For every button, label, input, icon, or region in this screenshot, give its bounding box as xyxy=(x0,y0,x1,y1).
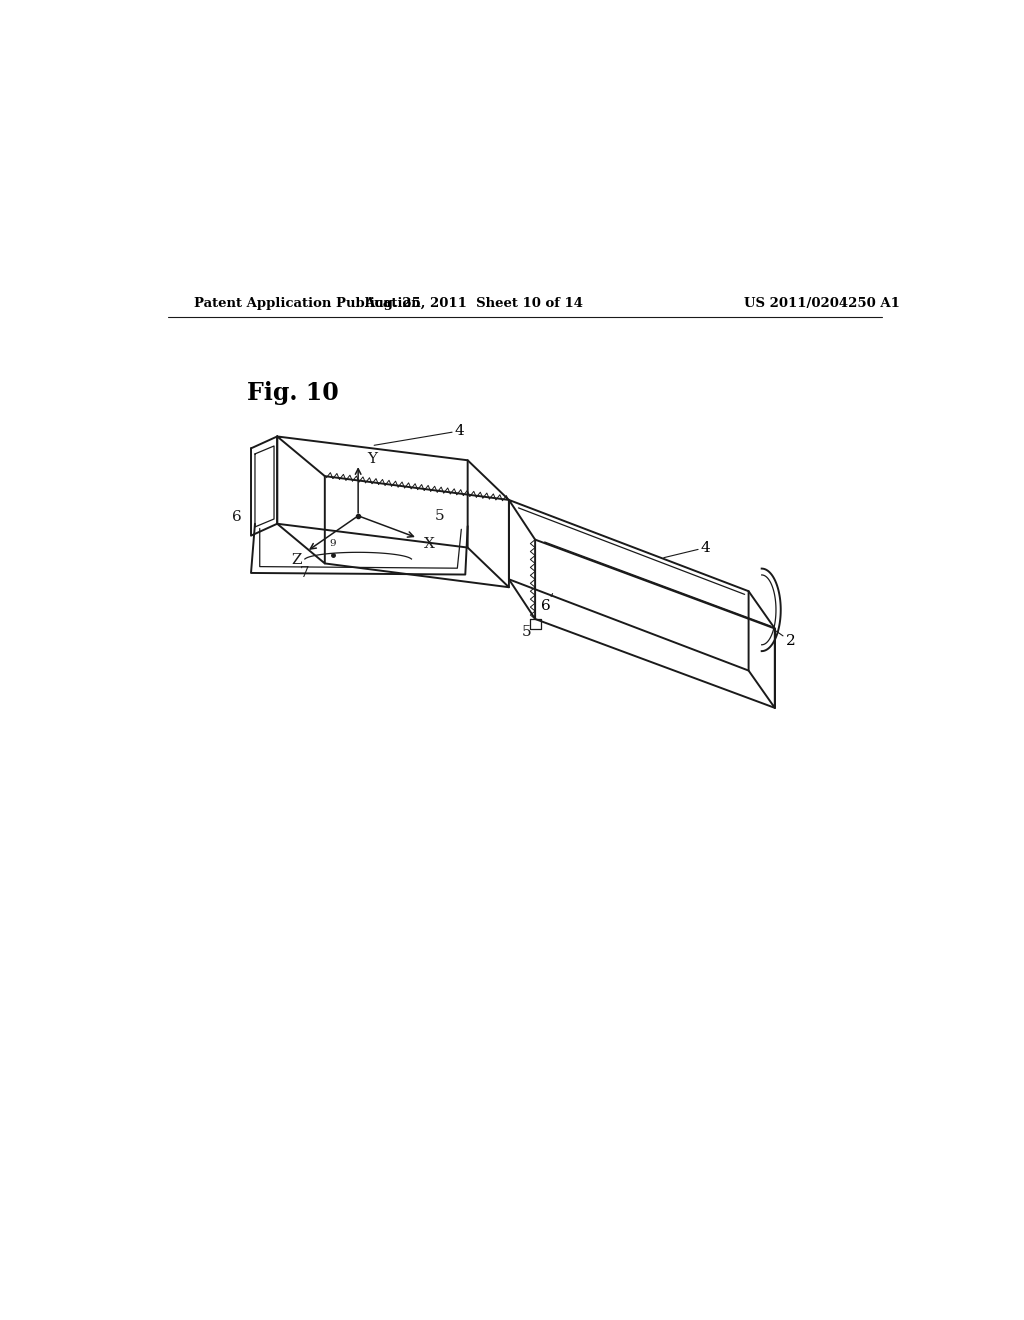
Text: 9: 9 xyxy=(330,539,336,548)
Text: 6: 6 xyxy=(231,511,242,524)
Text: Y: Y xyxy=(368,453,378,466)
Text: 2: 2 xyxy=(776,631,796,648)
Text: 5: 5 xyxy=(521,626,531,639)
Text: Z: Z xyxy=(291,553,301,568)
Text: 4: 4 xyxy=(374,424,465,445)
Text: 5: 5 xyxy=(434,508,443,523)
Text: US 2011/0204250 A1: US 2011/0204250 A1 xyxy=(744,297,900,310)
Text: Patent Application Publication: Patent Application Publication xyxy=(194,297,421,310)
Text: 4: 4 xyxy=(664,541,711,557)
Text: 7: 7 xyxy=(299,566,309,579)
Text: Aug. 25, 2011  Sheet 10 of 14: Aug. 25, 2011 Sheet 10 of 14 xyxy=(364,297,583,310)
Text: X: X xyxy=(424,537,435,552)
Text: 6: 6 xyxy=(542,594,553,614)
Text: Fig. 10: Fig. 10 xyxy=(247,380,339,405)
